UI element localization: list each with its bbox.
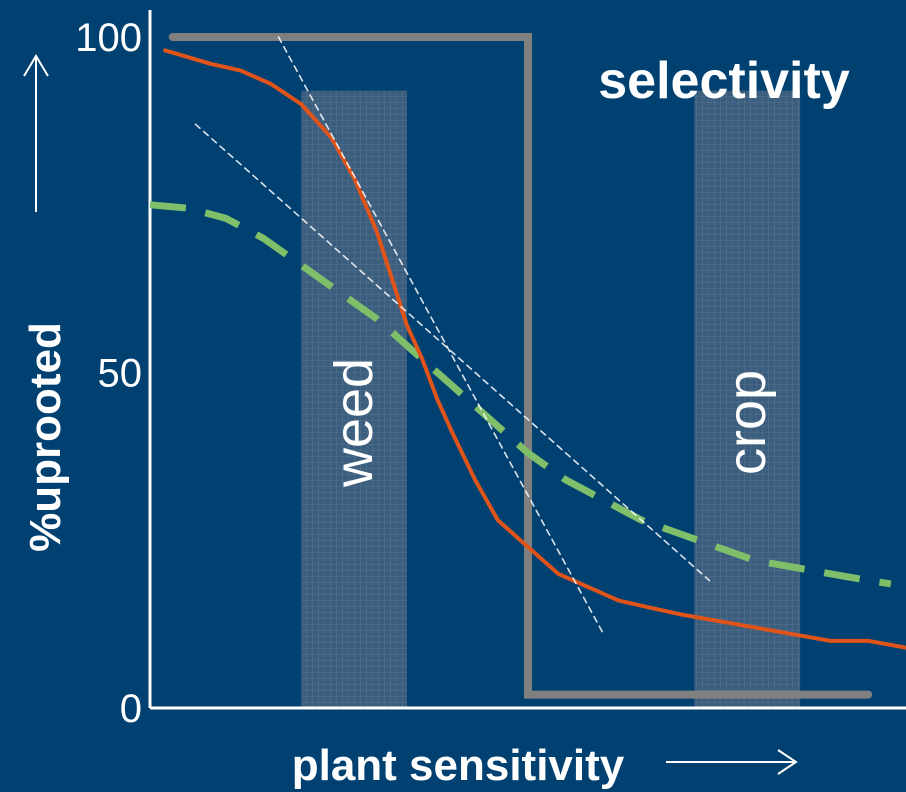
x-axis-arrow-icon: [666, 749, 798, 775]
band-label-weed: weed: [324, 358, 384, 488]
y-axis-arrow-icon: [23, 54, 49, 212]
y-axis-label: %uprooted: [21, 322, 70, 552]
series-line-tangent-white-dashed-1: [277, 36, 605, 635]
series-line-tangent-white-dashed-2: [194, 123, 711, 582]
series-layer: [149, 33, 906, 699]
band-weed: [301, 90, 408, 709]
series-line-solid-orange: [163, 48, 906, 650]
y-tick-label: 0: [120, 687, 142, 731]
y-tick-label: 100: [75, 16, 142, 60]
series-line-step-gray: [168, 33, 873, 699]
y-tick-label: 50: [98, 352, 143, 396]
band-label-crop: crop: [717, 370, 777, 475]
chart-title: selectivity: [598, 52, 850, 110]
labels-layer: selectivity plant sensitivity %uprooted …: [21, 52, 850, 790]
axes-layer: 100 50 0: [75, 10, 906, 731]
bands-layer: [301, 90, 801, 709]
series-line-dashed-green: [149, 201, 892, 588]
band-crop: [694, 90, 801, 709]
x-axis-label: plant sensitivity: [292, 741, 625, 790]
